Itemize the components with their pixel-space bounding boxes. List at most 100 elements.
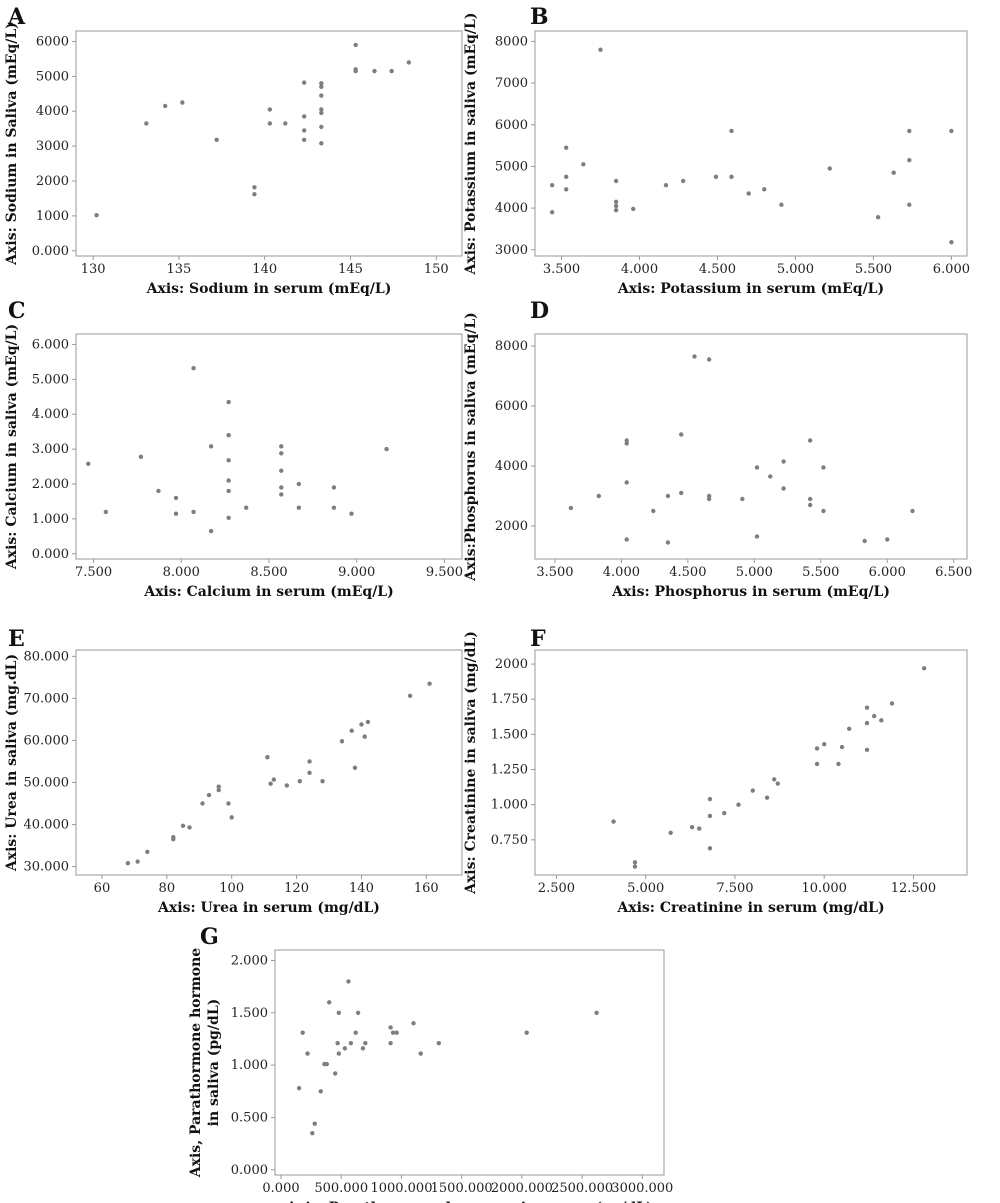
data-point (891, 170, 896, 175)
data-point (216, 787, 221, 793)
x-tick-label: 2000.000 (491, 1181, 553, 1196)
data-point (632, 860, 638, 865)
y-tick-label: 3.000 (32, 442, 69, 457)
y-tick-label: 8000 (495, 339, 528, 354)
data-point (284, 783, 290, 788)
data-point (764, 795, 770, 800)
data-point (352, 765, 358, 770)
y-axis-label-e: Axis: Urea in saliva (mg.dL) (4, 654, 20, 872)
y-tick-label: 1.750 (491, 692, 528, 707)
x-tick-label: 2.500 (538, 881, 575, 896)
y-tick-label: 50.000 (24, 775, 70, 790)
y-tick-label: 2.000 (231, 953, 268, 968)
data-point (353, 68, 358, 74)
data-point (594, 1010, 599, 1015)
x-tick-label: 0.000 (262, 1181, 299, 1196)
data-point (301, 114, 307, 119)
panel-letter-g: G (200, 924, 219, 950)
x-tick-label: 5.000 (777, 262, 814, 277)
x-tick-label: 5.500 (802, 565, 839, 580)
data-point (279, 451, 284, 456)
x-tick-label: 3.500 (543, 262, 580, 277)
data-point (406, 60, 412, 65)
y-tick-label: 1.250 (491, 763, 528, 778)
data-point (665, 493, 671, 499)
panel-letter-b: B (530, 4, 549, 30)
y-tick-label: 1.000 (32, 512, 69, 527)
data-point (353, 1030, 358, 1035)
y-tick-label: 6000 (495, 118, 528, 133)
data-point (707, 813, 713, 819)
panel-letter-a: A (7, 4, 26, 30)
panel-d: D 3.500 4.000 4.500 5.000 5.500 6.000 6.500 2000… (463, 298, 972, 600)
x-tick-label: 3000.000 (611, 1181, 673, 1196)
data-point (436, 1040, 441, 1046)
data-point (864, 705, 870, 710)
x-tick-label: 9.000 (338, 565, 375, 580)
data-point (729, 174, 734, 180)
data-point (611, 819, 616, 824)
panel-letter-d: D (530, 298, 549, 324)
data-point (613, 207, 619, 213)
data-point (807, 438, 813, 443)
data-point (336, 1010, 342, 1015)
data-point (208, 528, 214, 534)
data-point (549, 182, 555, 188)
data-point (563, 145, 569, 150)
panel-c: C 7.500 8.000 8.500 9.000 9.500 0.000 1.000 2.00… (4, 298, 463, 600)
plot-frame-e (75, 649, 463, 876)
data-point (679, 490, 684, 496)
data-point (360, 1046, 366, 1051)
y-tick-label: 2000 (495, 657, 528, 672)
data-point (885, 537, 890, 542)
data-point (879, 718, 884, 723)
data-point (750, 788, 755, 793)
x-axis-label-g: Axis: Parathormone hormone in serum (pg/… (285, 1200, 653, 1203)
data-point (342, 1046, 348, 1051)
data-point (762, 187, 767, 192)
x-tick-label: 5.500 (855, 262, 892, 277)
data-point (187, 825, 192, 830)
data-point (871, 713, 877, 719)
x-tick-label: 2500.000 (551, 1181, 613, 1196)
x-tick-label: 145 (338, 262, 363, 277)
y-tick-label: 8000 (495, 34, 528, 49)
y-tick-label: 3000 (36, 139, 69, 154)
data-point (103, 509, 109, 515)
y-tick-label: 1000 (36, 209, 69, 224)
panel-f: F 2.500 5.000 7.500 10.000 12.500 0.750 1.000 1.… (463, 626, 968, 916)
x-tick-label: 160 (414, 881, 439, 896)
data-point (296, 1085, 302, 1091)
data-point (864, 747, 870, 753)
data-point (722, 810, 727, 816)
y-tick-label: 30.000 (24, 860, 70, 875)
data-point (283, 121, 288, 126)
panel-letter-e: E (8, 626, 25, 652)
data-point (814, 746, 820, 751)
data-point (596, 493, 602, 499)
data-point (318, 1089, 323, 1094)
data-point (267, 121, 273, 126)
y-tick-label: 5.000 (32, 372, 69, 387)
data-point (331, 505, 337, 510)
y-tick-label: 2.000 (32, 477, 69, 492)
data-point (384, 446, 389, 452)
x-tick-label: 130 (81, 262, 106, 277)
x-axis-label-d: Axis: Phosphorus in serum (mEq/L) (611, 584, 890, 600)
data-point (355, 1010, 361, 1015)
data-point (226, 458, 231, 463)
data-point (319, 141, 324, 146)
x-tick-label: 7.500 (75, 565, 112, 580)
x-axis-label-c: Axis: Calcium in serum (mEq/L) (143, 584, 394, 600)
data-point (613, 203, 619, 209)
data-point (271, 777, 277, 782)
data-point (775, 781, 780, 786)
data-point (563, 187, 569, 192)
data-point (226, 478, 231, 483)
x-tick-label: 4.500 (699, 262, 736, 277)
data-point (921, 666, 927, 671)
x-tick-label: 1500.000 (431, 1181, 493, 1196)
data-point (301, 137, 307, 143)
data-point (781, 486, 786, 491)
data-point (692, 354, 697, 359)
